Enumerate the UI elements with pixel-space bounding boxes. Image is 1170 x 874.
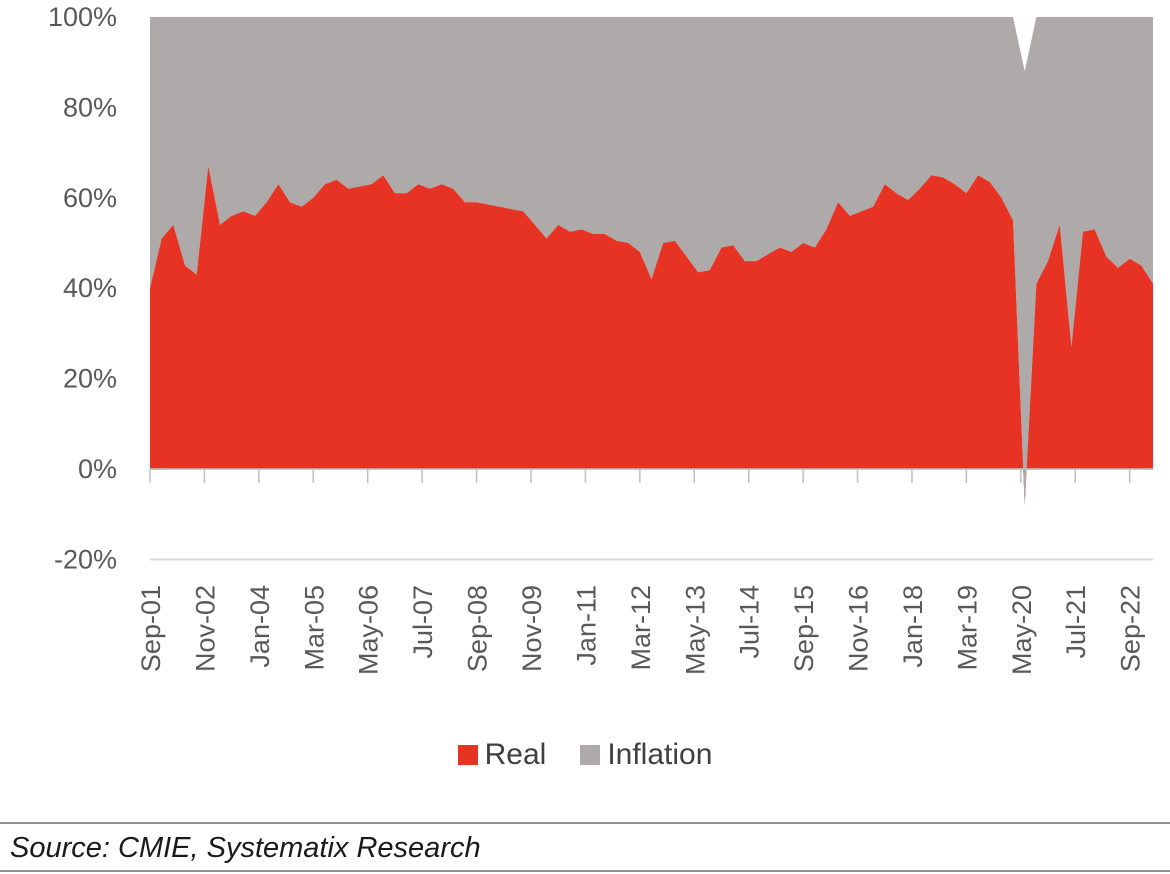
x-tick-label: Mar-19 — [952, 585, 982, 671]
legend-label-real: Real — [484, 738, 547, 771]
legend-item-real: Real — [457, 738, 547, 772]
x-tick-label: Sep-08 — [463, 585, 493, 672]
source-note: Source: CMIE, Systematix Research — [10, 832, 481, 864]
y-tick-label: -20% — [54, 544, 117, 574]
legend-swatch-inflation — [580, 745, 601, 765]
y-tick-label: 40% — [63, 273, 117, 303]
plot-area — [150, 17, 1153, 506]
y-tick-label: 0% — [78, 454, 117, 484]
legend-item-inflation: Inflation — [580, 738, 712, 772]
source-divider — [0, 822, 1170, 824]
chart-area: 100% 80% 60% 40% 20% 0% -20% Sep-01 Nov-02 Jan-0… — [48, 2, 1153, 675]
x-tick-label: Jul-07 — [408, 585, 438, 659]
y-tick-label: 60% — [63, 183, 117, 213]
x-tick-label: Sep-01 — [136, 585, 166, 672]
gridlines — [150, 468, 1153, 561]
x-tick-label: Jul-14 — [735, 585, 765, 659]
y-tick-label: 20% — [63, 364, 117, 394]
y-axis-ticks: 100% 80% 60% 40% 20% 0% -20% — [48, 2, 117, 574]
x-tick-label: Mar-05 — [299, 585, 329, 671]
x-tick-label: Jul-21 — [1061, 585, 1091, 659]
x-axis-ticks: Sep-01 Nov-02 Jan-04 Mar-05 May-06 Jul-07 Sep-… — [136, 468, 1153, 675]
x-tick-label: Mar-12 — [626, 585, 656, 671]
y-tick-label: 100% — [48, 2, 117, 32]
chart-legend: Real Inflation — [0, 738, 1170, 772]
series-area-real — [150, 166, 1153, 506]
x-tick-label: Jan-18 — [898, 585, 928, 668]
legend-swatch-real — [457, 745, 478, 765]
series-area-inflation — [150, 17, 1153, 506]
legend-label-inflation: Inflation — [607, 738, 713, 771]
x-tick-label: May-06 — [354, 585, 384, 675]
x-tick-label: May-13 — [680, 585, 710, 675]
y-tick-label: 80% — [63, 92, 117, 122]
x-tick-label: Nov-16 — [844, 585, 874, 672]
x-tick-label: Jan-11 — [571, 585, 601, 666]
inflation-negative-spike — [1023, 469, 1027, 506]
x-tick-label: Sep-15 — [789, 585, 819, 672]
x-tick-label: Nov-09 — [517, 585, 547, 672]
x-tick-label: Sep-22 — [1116, 585, 1146, 672]
x-tick-label: Jan-04 — [245, 585, 275, 668]
x-tick-label: Nov-02 — [190, 585, 220, 672]
x-tick-label: May-20 — [1007, 585, 1037, 675]
bottom-divider — [0, 870, 1170, 872]
